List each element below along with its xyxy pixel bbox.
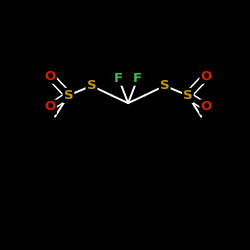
Text: O: O — [44, 70, 56, 83]
Text: S: S — [87, 79, 96, 92]
Text: O: O — [200, 70, 212, 83]
Text: F: F — [114, 72, 123, 85]
Text: S: S — [64, 89, 73, 102]
Text: O: O — [44, 100, 56, 114]
Text: S: S — [160, 79, 170, 92]
Text: S: S — [183, 89, 192, 102]
Text: F: F — [133, 72, 142, 85]
Text: O: O — [200, 100, 212, 114]
